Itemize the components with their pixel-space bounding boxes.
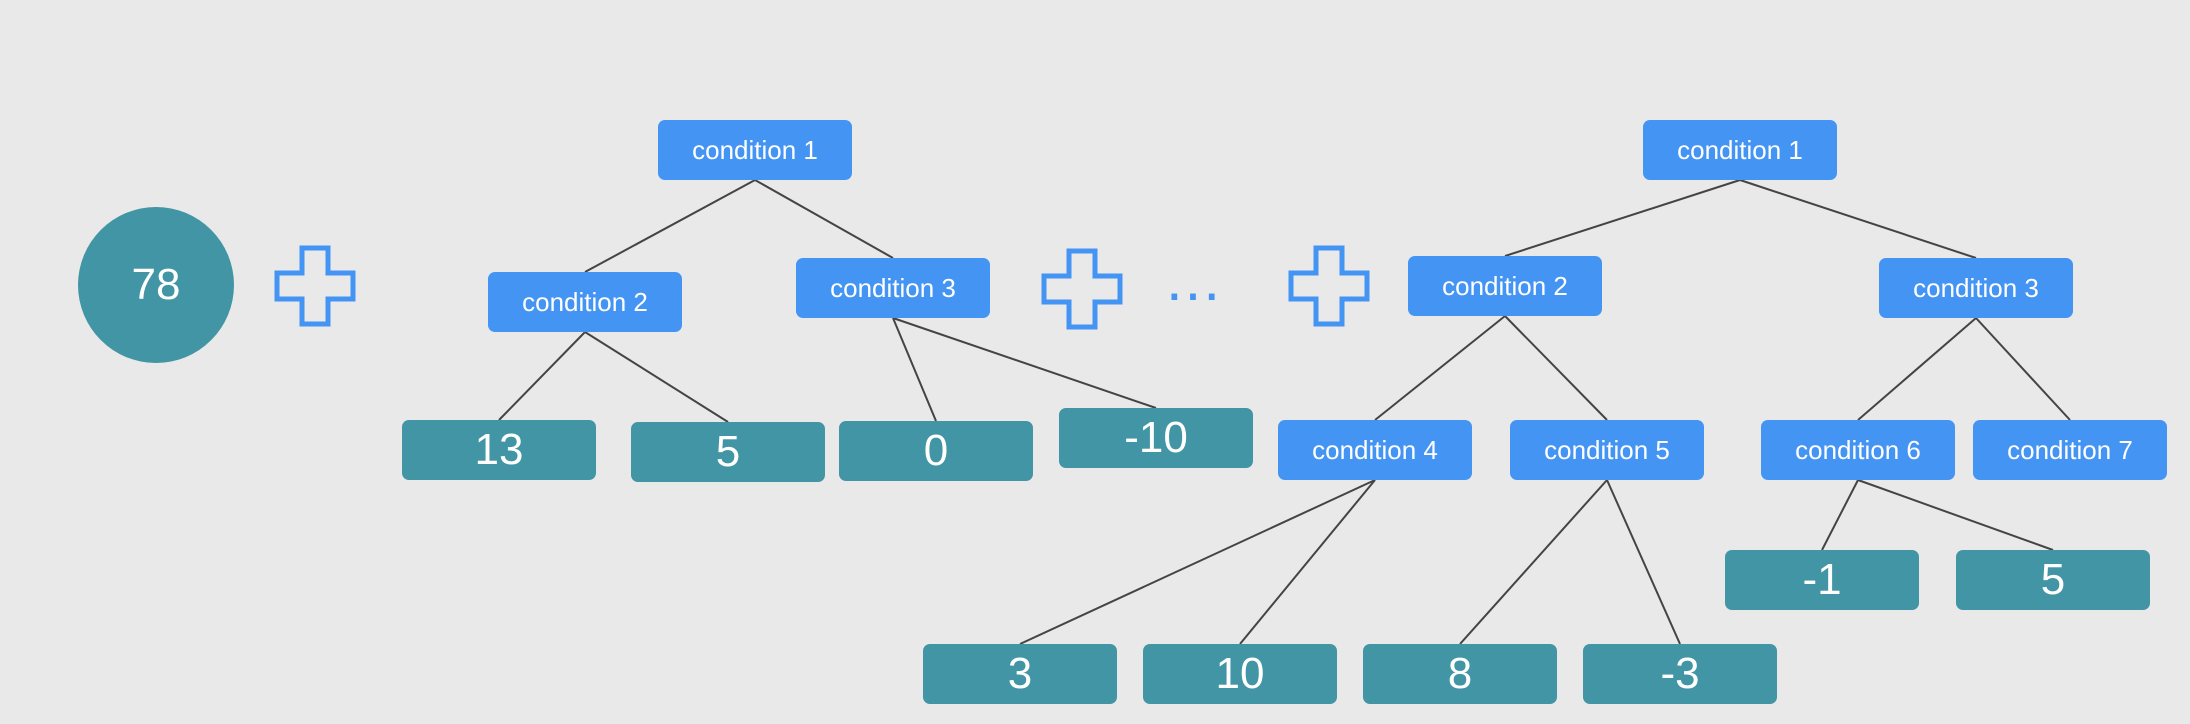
edge — [1504, 315, 1608, 421]
ellipsis: ... — [1166, 246, 1223, 313]
plus-icon — [274, 245, 356, 327]
base-score-circle: 78 — [78, 207, 234, 363]
plus-icon — [1041, 248, 1123, 330]
treeN-condition-3: condition 3 — [1879, 258, 2073, 318]
tree1-leaf: 0 — [839, 421, 1033, 481]
edge — [1019, 479, 1376, 645]
edge — [584, 331, 729, 423]
edge — [1374, 315, 1506, 421]
plus-icon — [1288, 245, 1370, 327]
edge — [1504, 179, 1741, 257]
edge — [1606, 479, 1681, 645]
edge — [1739, 179, 1977, 259]
treeN-condition-6: condition 6 — [1761, 420, 1955, 480]
tree1-leaf: 5 — [631, 422, 825, 482]
treeN-leaf: 10 — [1143, 644, 1337, 704]
treeN-leaf: 3 — [923, 644, 1117, 704]
edge — [1857, 317, 1977, 421]
tree1-leaf: -10 — [1059, 408, 1253, 468]
treeN-condition-4: condition 4 — [1278, 420, 1472, 480]
tree1-condition-2: condition 2 — [488, 272, 682, 332]
edge — [754, 179, 894, 259]
edge — [1975, 317, 2071, 421]
treeN-leaf: -3 — [1583, 644, 1777, 704]
tree1-leaf: 13 — [402, 420, 596, 480]
tree1-condition-3: condition 3 — [796, 258, 990, 318]
treeN-leaf: 5 — [1956, 550, 2150, 610]
edge — [892, 317, 1157, 409]
edge — [1459, 479, 1608, 645]
edge — [1239, 479, 1376, 645]
edge — [892, 317, 937, 422]
edge — [1821, 479, 1859, 551]
edge — [498, 331, 586, 421]
edge — [1857, 479, 2054, 551]
treeN-condition-1: condition 1 — [1643, 120, 1837, 180]
treeN-condition-7: condition 7 — [1973, 420, 2167, 480]
treeN-condition-5: condition 5 — [1510, 420, 1704, 480]
treeN-leaf: 8 — [1363, 644, 1557, 704]
tree1-condition-1: condition 1 — [658, 120, 852, 180]
edge — [584, 179, 756, 273]
treeN-leaf: -1 — [1725, 550, 1919, 610]
treeN-condition-2: condition 2 — [1408, 256, 1602, 316]
